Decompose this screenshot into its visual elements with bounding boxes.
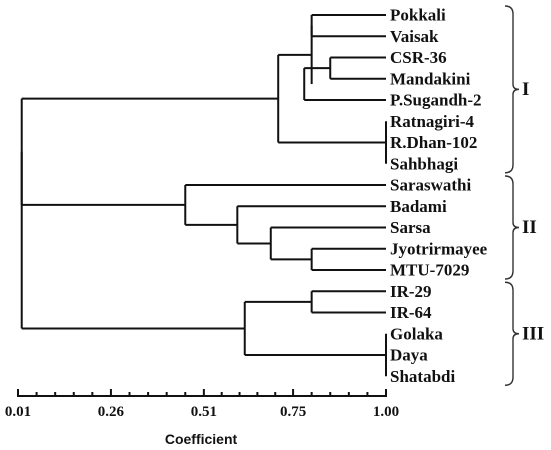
- leaf-label: Jyotrirmayee: [390, 239, 488, 258]
- tick-label: 0.26: [98, 404, 125, 420]
- leaf-label: P.Sugandh-2: [390, 91, 482, 110]
- leaf-label: Shatabdi: [390, 367, 455, 386]
- leaf-label: Pokkali: [390, 6, 446, 25]
- leaf-label: CSR-36: [390, 48, 447, 67]
- tick-label: 1.00: [373, 404, 399, 420]
- leaf-label: Vaisak: [390, 27, 439, 46]
- leaf-label: Sahbhagi: [390, 154, 458, 173]
- leaf-label: Saraswathi: [390, 176, 472, 195]
- cluster-bracket: [504, 5, 520, 174]
- leaf-label: IR-64: [390, 303, 432, 322]
- tick-label: 0.75: [280, 404, 306, 420]
- cluster-bracket: [504, 175, 520, 280]
- leaf-labels: Pokkali Vaisak CSR-36 Mandakini P.Sugandh-2 R…: [390, 6, 488, 386]
- axis-title: Coefficient: [165, 431, 238, 447]
- tick-label: 0.51: [191, 404, 217, 420]
- x-axis: 0.01 0.26 0.51 0.75 1.00: [5, 389, 399, 420]
- leaf-label: Golaka: [390, 324, 443, 343]
- leaf-label: Daya: [390, 346, 428, 365]
- cluster-label: II: [522, 217, 537, 238]
- leaf-label: MTU-7029: [390, 261, 469, 280]
- leaf-label: Sarsa: [390, 218, 431, 237]
- cluster-label: III: [522, 323, 544, 344]
- leaf-label: Ratnagiri-4: [390, 112, 475, 131]
- dendrogram-branches: [20, 14, 387, 377]
- cluster-bracket: [504, 281, 520, 386]
- leaf-label: Badami: [390, 197, 447, 216]
- leaf-label: R.Dhan-102: [390, 133, 477, 152]
- tick-label: 0.01: [5, 404, 31, 420]
- cluster-label: I: [522, 79, 529, 100]
- leaf-label: Mandakini: [390, 69, 471, 88]
- leaf-label: IR-29: [390, 282, 432, 301]
